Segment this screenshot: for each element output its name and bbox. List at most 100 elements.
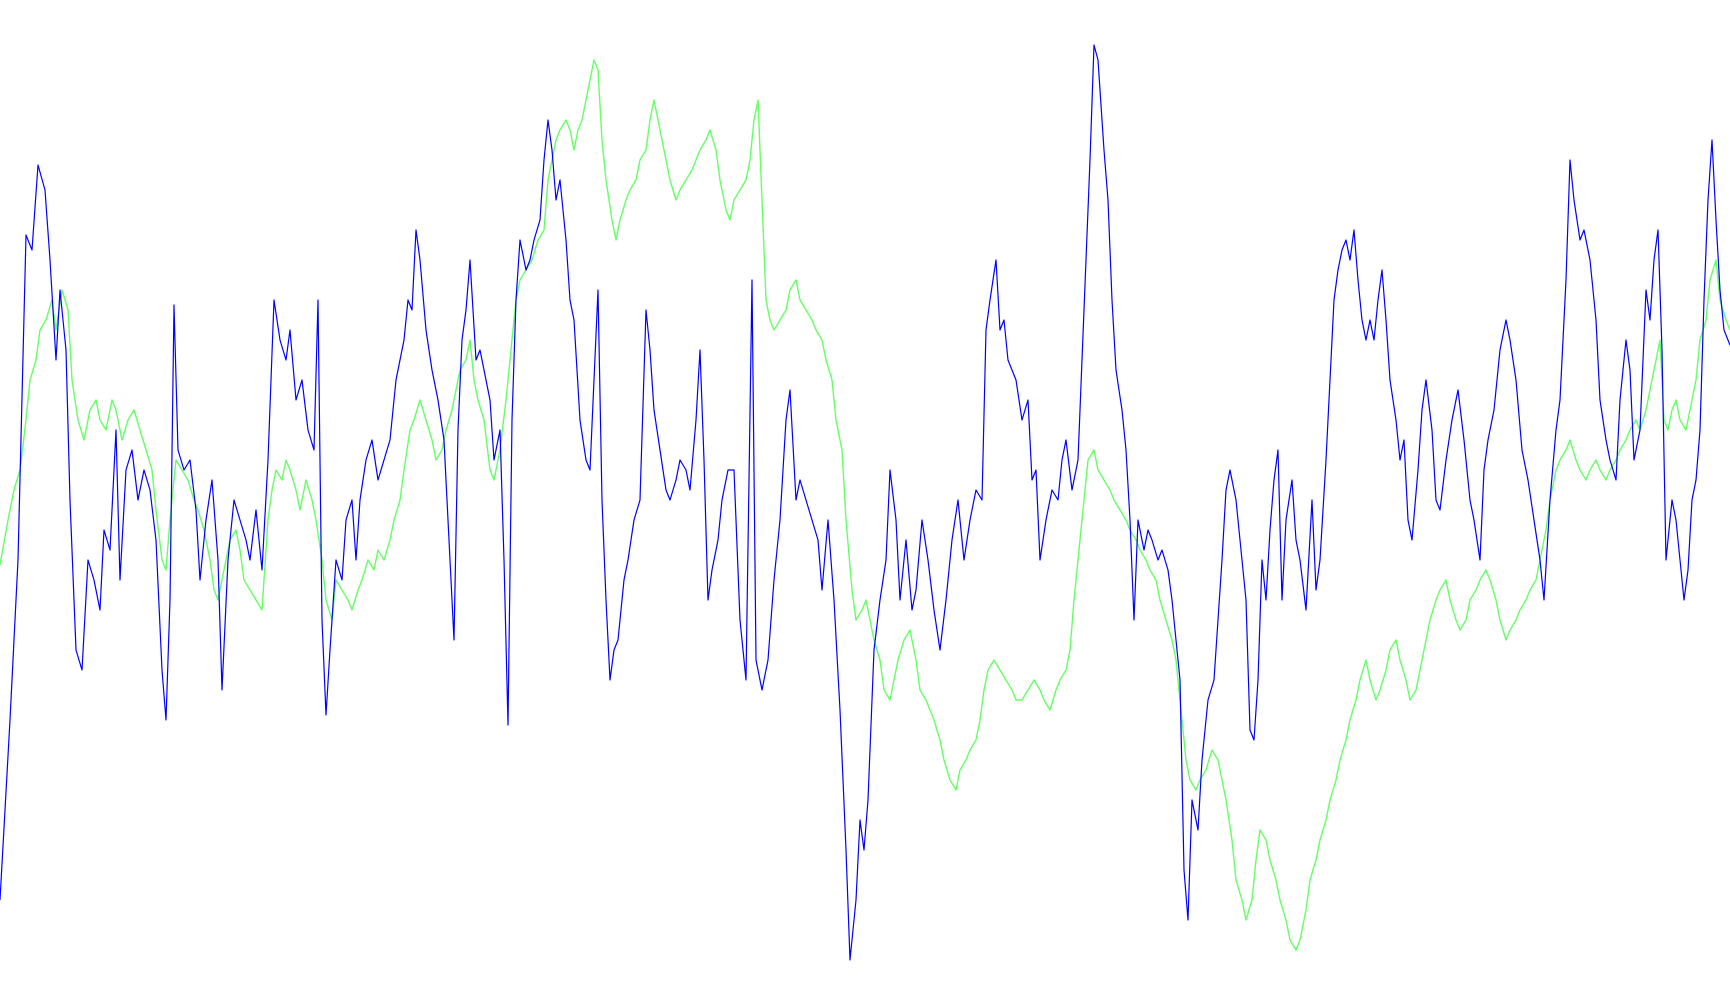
blue-point-31 (177, 449, 179, 451)
blue-point-44 (249, 559, 251, 561)
green-point-121 (615, 239, 617, 241)
green-point-106 (551, 159, 553, 161)
blue-point-136 (699, 349, 701, 351)
blue-point-70 (389, 439, 391, 441)
blue-point-86 (465, 309, 467, 311)
green-point-69 (361, 579, 363, 581)
blue-point-230 (1179, 679, 1181, 681)
green-point-339 (1699, 339, 1701, 341)
green-point-340 (1705, 319, 1707, 321)
blue-point-97 (515, 299, 517, 301)
blue-point-310 (1555, 429, 1557, 431)
blue-point-303 (1515, 379, 1517, 381)
green-point-263 (1325, 819, 1327, 821)
green-point-303 (1525, 599, 1527, 601)
blue-point-7 (49, 259, 51, 261)
green-point-109 (565, 119, 567, 121)
blue-point-199 (1031, 479, 1033, 481)
blue-point-66 (365, 459, 367, 461)
series-blue (0, 44, 1730, 961)
series-green (0, 59, 1730, 951)
blue-point-250 (1269, 529, 1271, 531)
blue-point-231 (1183, 869, 1185, 871)
blue-point-297 (1483, 469, 1485, 471)
green-point-145 (733, 199, 735, 201)
blue-point-288 (1435, 499, 1437, 501)
blue-point-137 (703, 459, 705, 461)
blue-point-248 (1261, 559, 1263, 561)
green-point-260 (1309, 879, 1311, 881)
blue-point-133 (685, 469, 687, 471)
green-point-6 (35, 359, 37, 361)
blue-point-125 (645, 309, 647, 311)
green-point-94 (489, 469, 491, 471)
green-point-230 (1159, 599, 1161, 601)
green-point-81 (425, 419, 427, 421)
blue-point-268 (1349, 259, 1351, 261)
blue-point-321 (1609, 459, 1611, 461)
green-point-274 (1379, 689, 1381, 691)
blue-point-149 (767, 659, 769, 661)
blue-point-227 (1167, 569, 1169, 571)
blue-point-187 (975, 489, 977, 491)
green-point-271 (1365, 659, 1367, 661)
blue-point-253 (1281, 599, 1283, 601)
blue-point-61 (341, 579, 343, 581)
green-point-184 (925, 699, 927, 701)
green-point-87 (455, 389, 457, 391)
blue-point-236 (1207, 699, 1209, 701)
blue-point-155 (799, 479, 801, 481)
blue-point-212 (1097, 59, 1099, 61)
blue-point-255 (1291, 479, 1293, 481)
blue-point-152 (785, 419, 787, 421)
blue-point-284 (1417, 469, 1419, 471)
green-point-68 (357, 589, 359, 591)
green-point-127 (645, 149, 647, 151)
blue-point-251 (1273, 479, 1275, 481)
green-point-295 (1485, 569, 1487, 571)
blue-point-64 (355, 559, 357, 561)
green-point-257 (1295, 949, 1297, 951)
blue-point-184 (957, 499, 959, 501)
blue-point-73 (403, 339, 405, 341)
green-point-70 (367, 559, 369, 561)
green-point-215 (1083, 499, 1085, 501)
green-point-158 (795, 279, 797, 281)
blue-point-186 (969, 519, 971, 521)
blue-point-341 (1699, 429, 1701, 431)
green-point-79 (413, 419, 415, 421)
blue-point-116 (601, 499, 603, 501)
blue-point-346 (1719, 289, 1721, 291)
green-point-165 (831, 379, 833, 381)
blue-point-312 (1565, 279, 1567, 281)
green-point-284 (1429, 619, 1431, 621)
blue-point-147 (755, 659, 757, 661)
blue-point-269 (1353, 229, 1355, 231)
blue-point-25 (149, 489, 151, 491)
green-point-107 (555, 139, 557, 141)
green-point-59 (311, 499, 313, 501)
blue-point-46 (261, 569, 263, 571)
green-point-210 (1059, 679, 1061, 681)
green-point-74 (389, 539, 391, 541)
green-point-167 (841, 449, 843, 451)
blue-point-317 (1589, 259, 1591, 261)
green-point-203 (1021, 699, 1023, 701)
blue-point-162 (839, 709, 841, 711)
blue-point-206 (1065, 439, 1067, 441)
blue-point-102 (539, 219, 541, 221)
blue-point-95 (507, 724, 509, 726)
blue-point-159 (821, 589, 823, 591)
blue-point-183 (951, 539, 953, 541)
green-point-222 (1119, 509, 1121, 511)
blue-point-327 (1639, 429, 1641, 431)
blue-point-298 (1487, 439, 1489, 441)
green-point-312 (1569, 439, 1571, 441)
green-point-190 (955, 789, 957, 791)
blue-point-260 (1315, 589, 1317, 591)
blue-point-273 (1369, 319, 1371, 321)
green-point-270 (1359, 679, 1361, 681)
blue-point-207 (1071, 489, 1073, 491)
green-point-66 (347, 599, 349, 601)
green-point-246 (1241, 899, 1243, 901)
